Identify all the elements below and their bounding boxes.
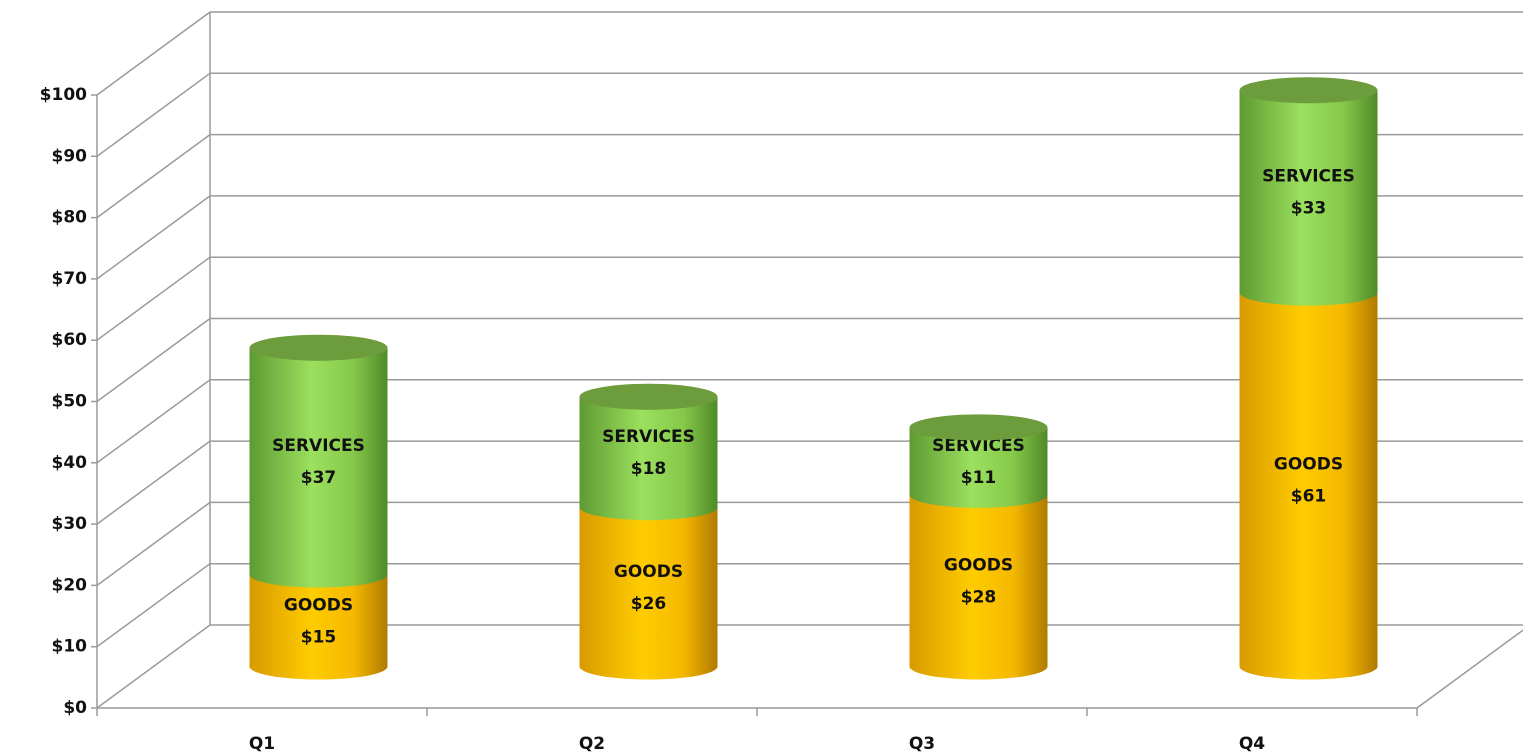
cylinder-top (1239, 77, 1378, 104)
y-tick-label: $80 (52, 208, 88, 228)
grid-line (96, 379, 211, 464)
grid-line (96, 133, 211, 219)
grid-line (96, 624, 211, 709)
grid-line (96, 440, 211, 525)
data-label: $61 (1291, 487, 1327, 507)
data-label: $26 (631, 594, 667, 614)
data-label-name: GOODS (1274, 455, 1343, 475)
y-tick-label: $70 (52, 269, 88, 289)
data-label: $18 (631, 459, 667, 479)
data-label: $28 (961, 588, 997, 608)
grid-line (96, 72, 211, 157)
bar (1239, 90, 1378, 293)
grid-line (96, 563, 211, 648)
x-tick-label: Q3 (909, 734, 935, 754)
bar (579, 507, 718, 667)
data-label: $15 (301, 628, 337, 648)
data-label: $37 (301, 468, 337, 488)
data-label-name: GOODS (284, 596, 353, 616)
grid-line (96, 317, 211, 403)
bar (579, 396, 718, 508)
bar (249, 347, 388, 575)
x-tick-label: Q4 (1239, 734, 1265, 754)
data-label-name: GOODS (614, 562, 683, 582)
bar (1239, 292, 1378, 667)
x-tick-label: Q1 (249, 734, 275, 754)
data-label: $33 (1291, 198, 1327, 218)
y-tick-label: $20 (52, 575, 88, 595)
data-label-name: SERVICES (272, 436, 365, 456)
y-tick-label: $100 (40, 85, 87, 105)
cylinder-top (249, 334, 388, 361)
y-tick-label: $10 (52, 637, 88, 657)
grid-line (96, 11, 211, 96)
cylinder-top (579, 383, 718, 410)
y-tick-label: $40 (52, 453, 88, 473)
grid-line (96, 195, 211, 280)
cylinder-top (909, 414, 1048, 441)
grid-line (96, 501, 211, 587)
data-label: $11 (961, 468, 997, 488)
y-tick-label: $30 (52, 514, 88, 534)
x-tick-label: Q2 (579, 734, 605, 754)
data-label-name: SERVICES (602, 427, 695, 447)
floor-edge (1416, 629, 1523, 709)
data-label-name: SERVICES (1262, 166, 1355, 186)
bar (249, 574, 388, 667)
data-label-name: SERVICES (932, 436, 1025, 456)
grid-line (96, 256, 211, 341)
y-tick-label: $60 (52, 330, 88, 350)
y-tick-label: $0 (63, 698, 87, 718)
bar (909, 494, 1048, 667)
y-tick-label: $90 (52, 146, 88, 166)
y-tick-label: $50 (52, 392, 88, 412)
data-label-name: GOODS (944, 556, 1013, 576)
